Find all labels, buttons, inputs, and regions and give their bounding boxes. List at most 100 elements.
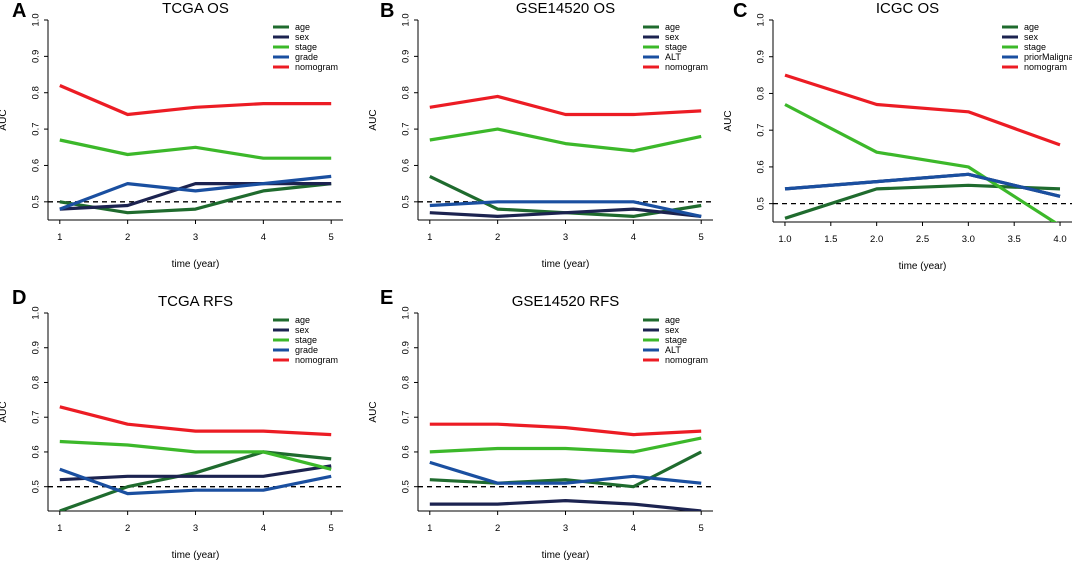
- y-tick-label: 1.0: [401, 306, 412, 319]
- series-line-age: [784, 183, 1061, 220]
- series-line-age: [429, 174, 702, 218]
- x-tick-label: 1.5: [824, 234, 837, 245]
- series-line-grade: [59, 467, 332, 496]
- y-tick-label: 0.5: [31, 195, 42, 208]
- panel-letter: B: [380, 0, 394, 22]
- series-group: [59, 405, 332, 511]
- y-tick-label: 0.9: [31, 50, 42, 63]
- series-line-nomogram: [429, 94, 702, 117]
- series-line-sex: [429, 207, 702, 218]
- x-tick-label: 2: [125, 523, 130, 534]
- legend-label-grade: grade: [295, 345, 318, 355]
- x-tick-label: 4: [261, 523, 266, 534]
- y-tick-label: 1.0: [756, 13, 767, 26]
- series-line-sex: [59, 464, 332, 482]
- y-tick-label: 0.9: [756, 50, 767, 63]
- x-tick-label: 2.0: [870, 234, 883, 245]
- x-tick-label: 5: [699, 523, 704, 534]
- legend-label-age: age: [295, 315, 310, 325]
- x-tick-label: 3: [193, 523, 198, 534]
- y-tick-label: 0.7: [756, 124, 767, 137]
- legend-label-sex: sex: [295, 32, 310, 42]
- y-tick-label: 0.6: [401, 159, 412, 172]
- series-group: [429, 94, 702, 218]
- panel-letter: A: [12, 0, 26, 22]
- series-group: [429, 422, 702, 511]
- panel-title: TCGA OS: [162, 0, 229, 17]
- series-line-grade: [59, 174, 332, 211]
- y-tick-label: 1.0: [401, 13, 412, 26]
- series-line-sex: [59, 182, 332, 211]
- y-tick-label: 0.5: [401, 480, 412, 493]
- panel-c: C ICGC OS 0.5 0.6 0.7 0.8 0.9 1.0 1.0 1.5 2.0 2.5 3.…: [723, 0, 1072, 272]
- series-line-nomogram: [59, 405, 332, 437]
- legend-label-age: age: [665, 315, 680, 325]
- legend-label-sex: sex: [665, 325, 680, 335]
- x-tick-label: 3: [563, 232, 568, 243]
- panel-title: GSE14520 OS: [516, 0, 615, 17]
- x-tick-label: 1: [57, 232, 62, 243]
- legend-label-stage: stage: [295, 335, 317, 345]
- x-tick-label: 2: [495, 232, 500, 243]
- x-axis-label: time (year): [172, 259, 220, 270]
- panel-letter: C: [733, 0, 747, 22]
- x-tick-label: 4: [631, 523, 636, 534]
- legend-label-stage: stage: [295, 42, 317, 52]
- legend-label-age: age: [665, 22, 680, 32]
- y-axis-label: AUC: [0, 401, 9, 422]
- series-group: [784, 73, 1061, 222]
- series-line-sex: [429, 499, 702, 511]
- y-tick-label: 0.7: [401, 122, 412, 135]
- x-tick-label: 4: [631, 232, 636, 243]
- x-tick-label: 1: [57, 523, 62, 534]
- y-tick-label: 0.9: [401, 50, 412, 63]
- panel-d: D TCGA RFS 0.5 0.6 0.7 0.8 0.9 1.0 1 2 3 4 5 time (ye…: [0, 287, 343, 561]
- series-line-stage: [784, 103, 1058, 222]
- panel-title: GSE14520 RFS: [512, 293, 620, 310]
- y-axis-label: AUC: [368, 401, 379, 422]
- x-tick-label: 1: [427, 523, 432, 534]
- series-line-nomogram: [59, 84, 332, 117]
- x-tick-label: 2: [495, 523, 500, 534]
- x-tick-label: 4.0: [1053, 234, 1066, 245]
- y-tick-label: 0.7: [31, 122, 42, 135]
- series-line-age: [59, 182, 332, 215]
- panel-title: ICGC OS: [876, 0, 939, 17]
- series-line-stage: [429, 436, 702, 454]
- legend-label-nomogram: nomogram: [1024, 62, 1067, 72]
- y-axis-label: AUC: [368, 109, 379, 130]
- y-tick-label: 0.8: [401, 376, 412, 389]
- legend-label-stage: stage: [1024, 42, 1046, 52]
- y-axis-label: AUC: [0, 109, 9, 130]
- series-line-alt: [429, 200, 702, 218]
- x-tick-label: 3.5: [1008, 234, 1021, 245]
- x-tick-label: 5: [329, 523, 334, 534]
- series-line-stage: [429, 127, 702, 153]
- x-axis-label: time (year): [542, 259, 590, 270]
- y-tick-label: 0.6: [401, 445, 412, 458]
- panel-letter: E: [380, 287, 393, 309]
- x-tick-label: 5: [699, 232, 704, 243]
- x-tick-label: 2.5: [916, 234, 929, 245]
- y-tick-label: 0.6: [31, 445, 42, 458]
- series-line-priormalignancy: [784, 172, 1061, 198]
- x-tick-label: 2: [125, 232, 130, 243]
- series-line-age: [59, 450, 332, 511]
- legend-label-stage: stage: [665, 335, 687, 345]
- series-line-stage: [59, 138, 332, 160]
- legend-label-nomogram: nomogram: [665, 355, 708, 365]
- legend-label-sex: sex: [1024, 32, 1039, 42]
- legend-label-priormalignancy: priorMalignancy: [1024, 52, 1072, 62]
- y-tick-label: 0.6: [756, 160, 767, 173]
- x-axis-label: time (year): [542, 550, 590, 561]
- legend-label-sex: sex: [665, 32, 680, 42]
- legend: agesexstagepriorMalignancynomogram: [1002, 22, 1072, 72]
- x-tick-label: 1: [427, 232, 432, 243]
- x-axis-label: time (year): [899, 261, 947, 272]
- legend-label-nomogram: nomogram: [295, 355, 338, 365]
- x-tick-label: 5: [329, 232, 334, 243]
- x-axis-label: time (year): [172, 550, 220, 561]
